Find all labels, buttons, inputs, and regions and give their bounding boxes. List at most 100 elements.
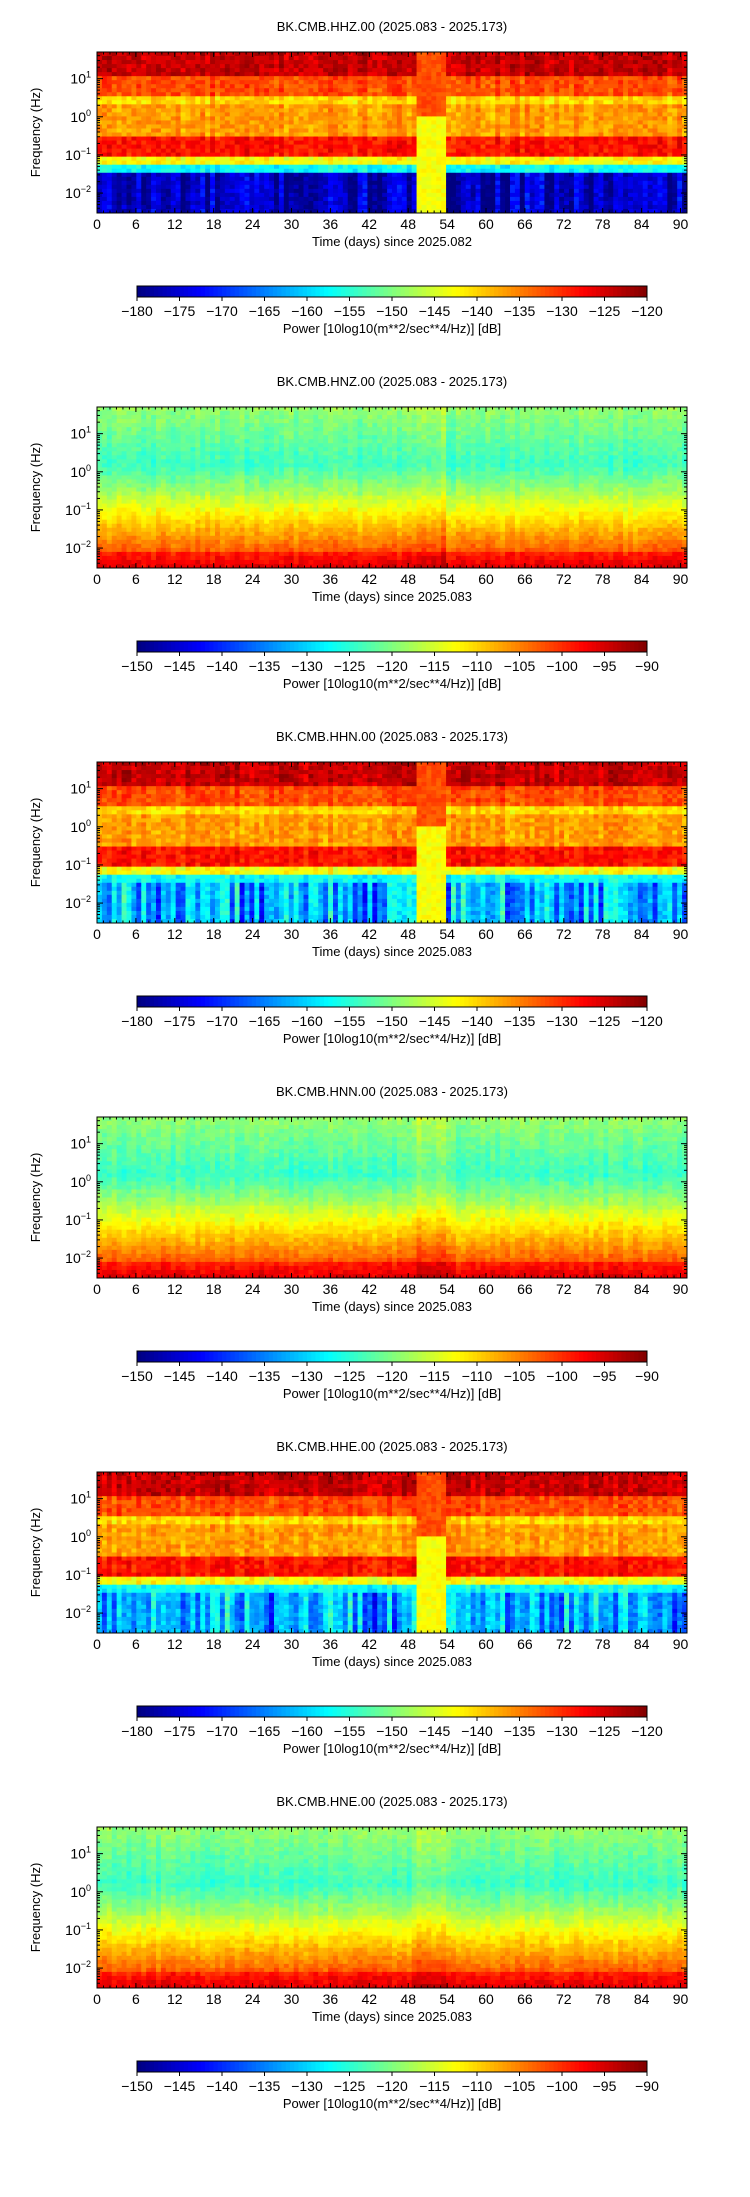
heatmap-cell <box>141 208 147 214</box>
heatmap-cell <box>677 164 683 170</box>
heatmap-cell <box>628 204 634 210</box>
heatmap-cell <box>190 208 196 214</box>
heatmap-cell <box>136 136 142 141</box>
heatmap-cell <box>175 128 181 133</box>
heatmap-cell <box>421 196 427 202</box>
heatmap-cell <box>318 88 324 93</box>
heatmap-cell <box>613 132 619 137</box>
heatmap-cell <box>446 112 452 117</box>
heatmap-cell <box>475 168 481 174</box>
heatmap-cell <box>151 56 157 61</box>
heatmap-cell <box>239 76 245 81</box>
heatmap-cell <box>603 108 609 113</box>
heatmap-cell <box>293 52 299 57</box>
heatmap-cell <box>495 196 501 202</box>
heatmap-cell <box>455 160 462 166</box>
heatmap-cell <box>244 52 250 57</box>
heatmap-cell <box>205 104 211 109</box>
heatmap-cell <box>637 108 644 113</box>
heatmap-cell <box>657 144 663 149</box>
heatmap-cell <box>249 180 255 186</box>
heatmap-cell <box>480 160 486 166</box>
heatmap-cell <box>485 72 491 77</box>
heatmap-cell <box>303 116 309 121</box>
heatmap-cell <box>490 172 496 178</box>
heatmap-cell <box>470 56 476 61</box>
heatmap-cell <box>156 68 162 73</box>
heatmap-cell <box>318 104 324 109</box>
heatmap-cell <box>534 144 540 149</box>
heatmap-cell <box>293 120 299 125</box>
heatmap-cell <box>229 112 236 117</box>
heatmap-cell <box>549 184 555 190</box>
heatmap-cell <box>411 168 417 174</box>
heatmap-cell <box>436 108 442 113</box>
heatmap-cell <box>352 128 358 133</box>
heatmap-cell <box>623 188 629 194</box>
heatmap-cell <box>136 140 142 145</box>
heatmap-cell <box>131 192 137 198</box>
heatmap-cell <box>156 120 162 125</box>
heatmap-cell <box>224 160 231 166</box>
heatmap-cell <box>264 128 270 133</box>
heatmap-cell <box>416 112 422 117</box>
heatmap-cell <box>219 144 226 149</box>
heatmap-cell <box>170 204 177 210</box>
heatmap-cell <box>387 124 393 129</box>
heatmap-cell <box>215 152 221 158</box>
heatmap-cell <box>244 184 250 190</box>
heatmap-cell <box>608 140 614 145</box>
heatmap-cell <box>672 144 678 149</box>
heatmap-cell <box>603 72 609 77</box>
heatmap-cell <box>342 204 349 210</box>
heatmap-cell <box>475 116 481 121</box>
heatmap-cell <box>455 52 462 57</box>
heatmap-cell <box>421 64 427 69</box>
heatmap-cell <box>264 136 270 141</box>
heatmap-cell <box>588 96 594 101</box>
heatmap-cell <box>559 200 565 206</box>
heatmap-cell <box>244 104 250 109</box>
heatmap-cell <box>544 60 550 65</box>
heatmap-cell <box>283 72 290 77</box>
heatmap-cell <box>185 188 191 194</box>
heatmap-cell <box>618 164 624 170</box>
heatmap-cell <box>559 128 565 133</box>
heatmap-cell <box>396 120 403 125</box>
heatmap-cell <box>431 96 437 101</box>
heatmap-cell <box>219 196 226 202</box>
heatmap-cell <box>554 112 560 117</box>
heatmap-cell <box>269 112 275 117</box>
heatmap-cell <box>623 64 629 69</box>
heatmap-cell <box>101 176 108 182</box>
heatmap-cell <box>598 128 604 133</box>
heatmap-cell <box>598 192 604 198</box>
heatmap-cell <box>667 196 673 202</box>
heatmap-cell <box>451 160 457 166</box>
heatmap-cell <box>303 124 309 129</box>
heatmap-cell <box>588 136 594 141</box>
heatmap-cell <box>170 164 177 170</box>
heatmap-cell <box>97 132 103 137</box>
heatmap-cell <box>657 176 663 182</box>
heatmap-cell <box>308 144 314 149</box>
heatmap-cell <box>652 144 658 149</box>
heatmap-cell <box>106 108 113 113</box>
heatmap-cell <box>180 172 186 178</box>
heatmap-cell <box>357 120 363 125</box>
heatmap-cell <box>598 60 604 65</box>
heatmap-cell <box>180 140 186 145</box>
heatmap-cell <box>475 196 481 202</box>
heatmap-cell <box>559 176 565 182</box>
heatmap-cell <box>323 184 329 190</box>
heatmap-cell <box>308 120 314 125</box>
heatmap-cell <box>436 80 442 85</box>
heatmap-cell <box>406 188 413 194</box>
heatmap-cell <box>401 84 408 89</box>
heatmap-cell <box>549 112 555 117</box>
heatmap-cell <box>210 152 216 158</box>
heatmap-cell <box>106 172 113 178</box>
heatmap-cell <box>465 112 472 117</box>
heatmap-cell <box>288 176 295 182</box>
heatmap-cell <box>401 176 408 182</box>
